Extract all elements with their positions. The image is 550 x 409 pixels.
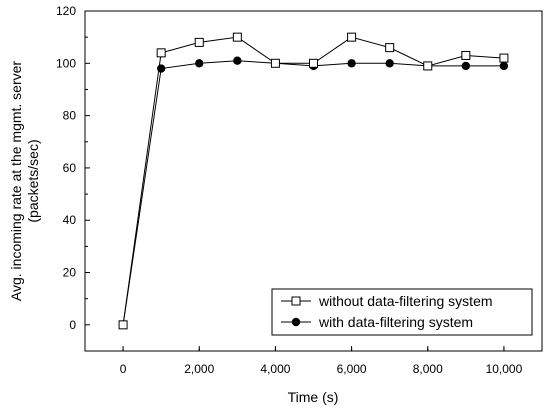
legend-marker-filled-circle [291,317,301,327]
x-tick-label: 2,000 [184,362,214,376]
data-point [461,61,471,71]
x-tick-label: 0 [120,362,127,376]
data-point [347,59,356,68]
data-point [423,61,433,71]
y-tick-label: 100 [56,56,76,70]
x-tick-label: 10,000 [486,362,523,376]
series-line [122,36,504,325]
y-tick-label: 40 [63,213,77,227]
data-point [195,59,204,68]
data-point [309,58,318,68]
legend-marker-open-square [291,296,301,306]
y-tick-label: 80 [63,109,77,123]
y-axis-label-line2: (packets/sec) [25,139,41,222]
x-tick-label: 4,000 [260,362,290,376]
series-without-filtering [118,32,509,330]
x-axis: 0 2,000 4,000 6,000 8,000 10,000 [120,346,523,376]
data-point [347,32,357,42]
data-point [499,61,509,71]
data-point [270,58,280,68]
y-tick-label: 120 [56,4,76,18]
data-point [385,43,395,53]
legend-item-with-filtering: with data-filtering system [281,314,473,330]
series-line [122,60,504,325]
data-point [194,37,204,47]
y-tick-label: 0 [69,318,76,332]
data-point [232,32,242,42]
data-point [233,56,242,65]
legend-box [271,288,533,336]
legend-item-without-filtering: without data-filtering system [281,293,493,309]
x-tick-label: 6,000 [337,362,367,376]
legend-label-with-filtering: with data-filtering system [318,314,473,330]
series-layer [118,32,509,330]
data-point [385,59,394,68]
y-axis-label-line1: Avg. incoming rate at the mgmt. server [8,61,24,302]
y-tick-label: 60 [63,161,77,175]
x-axis-label: Time (s) [288,389,339,405]
data-point [461,50,471,60]
y-tick-label: 20 [63,266,77,280]
data-point [118,320,128,330]
data-point [156,48,166,58]
series-with-filtering [118,56,509,330]
plot-frame [84,10,543,352]
legend-label-without-filtering: without data-filtering system [318,293,493,309]
legend: without data-filtering system with data-… [271,288,533,336]
data-point [499,53,509,63]
x-tick-label: 8,000 [413,362,443,376]
y-axis: 0 20 40 60 80 100 120 [56,4,90,352]
